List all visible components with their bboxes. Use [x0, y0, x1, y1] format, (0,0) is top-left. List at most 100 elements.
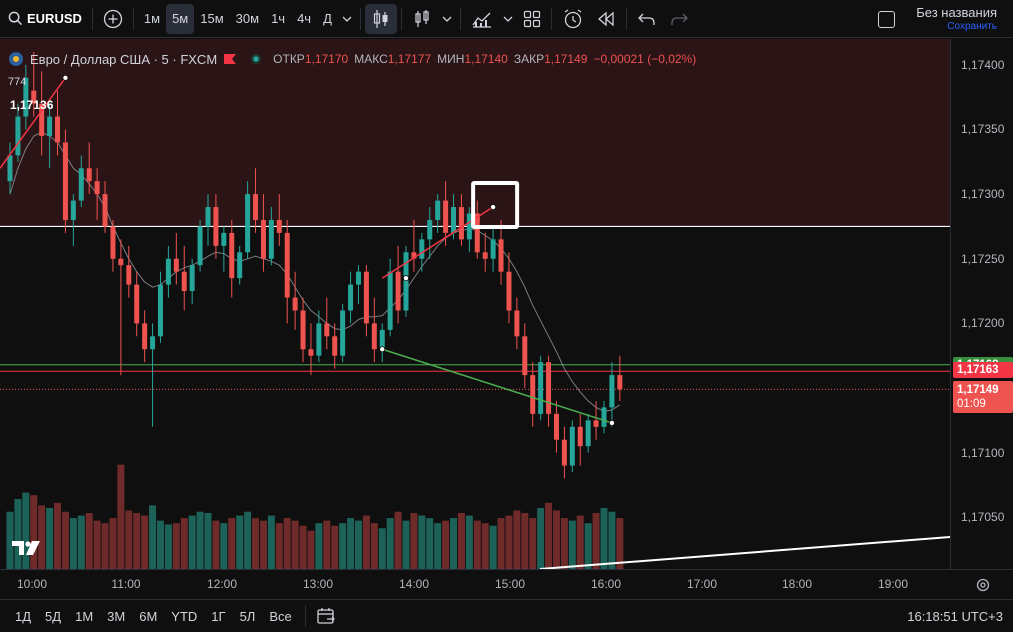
- interval-button[interactable]: 30м: [235, 11, 260, 26]
- candle-body: [530, 375, 536, 414]
- candle-body: [157, 284, 163, 337]
- range-button[interactable]: 1М: [75, 608, 94, 624]
- layout-title-block[interactable]: Без названия Сохранить: [916, 6, 997, 34]
- time-axis[interactable]: 10:00 11:00 12:00 13:00 14:00 15:00 16:00 17:00…: [0, 569, 1013, 599]
- date-range-button[interactable]: [310, 601, 342, 631]
- volume-bar: [180, 518, 188, 569]
- chart-style-dropdown-button[interactable]: [438, 4, 456, 34]
- low-label: МИН: [437, 52, 465, 66]
- interval-dropdown-button[interactable]: [338, 4, 356, 34]
- chart-style-button[interactable]: [406, 4, 438, 34]
- candle-body: [31, 90, 37, 104]
- interval-button[interactable]: 5м: [166, 3, 195, 34]
- compare-button[interactable]: [97, 4, 129, 34]
- market-status-icon: [251, 54, 262, 64]
- volume-bar: [252, 518, 260, 569]
- symbol-search-button[interactable]: EURUSD: [0, 4, 88, 34]
- interval-button[interactable]: 15м: [200, 11, 224, 26]
- price-axis-label: 1,17050: [961, 510, 1005, 525]
- chart-type-candles-button[interactable]: [364, 3, 397, 34]
- volume-bar: [592, 513, 600, 569]
- candle-body: [585, 420, 591, 447]
- range-group: 1Д 5Д 1М 3М 6М YTD 1Г 5Л Все: [8, 609, 299, 624]
- volume-bar: [259, 520, 267, 569]
- legend-instrument-name[interactable]: Евро / Доллар США · 5 · FXCM: [30, 51, 218, 67]
- volume-bar: [362, 515, 370, 569]
- bar-countdown: 01:09: [957, 398, 986, 411]
- volume-bar: [236, 515, 244, 569]
- indicators-dropdown-button[interactable]: [499, 4, 517, 34]
- range-button[interactable]: 3М: [107, 608, 126, 624]
- range-button[interactable]: 1Д: [15, 608, 32, 624]
- candle-body: [617, 375, 623, 390]
- range-button[interactable]: YTD: [171, 608, 198, 624]
- time-axis-label: 19:00: [877, 577, 909, 591]
- candle-body: [245, 194, 251, 253]
- save-layout-link[interactable]: Сохранить: [947, 21, 997, 32]
- candle-body: [94, 181, 100, 195]
- chevron-down-icon: [503, 16, 513, 22]
- candle-body: [165, 258, 171, 285]
- time-axis-label: 11:00: [111, 577, 141, 591]
- redo-icon: [671, 13, 688, 25]
- price-chart[interactable]: [0, 39, 950, 569]
- undo-icon: [637, 13, 655, 25]
- alert-button[interactable]: [556, 4, 590, 34]
- volume-bar: [125, 510, 133, 569]
- layout-select-checkbox[interactable]: [878, 11, 895, 28]
- candle-body: [427, 219, 433, 240]
- price-axis[interactable]: 1,17400 1,17350 1,17300 1,17250 1,17200 1,171…: [950, 39, 1013, 569]
- indicators-icon: [472, 12, 491, 28]
- candle-body: [284, 232, 290, 298]
- candle-body: [601, 407, 607, 427]
- candle-body: [173, 258, 179, 272]
- price-axis-label: 1,17400: [961, 57, 1005, 72]
- interval-button[interactable]: 1м: [143, 11, 161, 26]
- candle-body: [86, 168, 92, 182]
- volume-bar: [473, 520, 481, 569]
- volume-bar: [212, 520, 220, 569]
- chevron-down-icon: [442, 16, 452, 22]
- volume-bar: [600, 507, 608, 569]
- interval-button[interactable]: 1ч: [271, 11, 286, 26]
- indicators-button[interactable]: [465, 4, 499, 34]
- candle-body: [546, 362, 552, 414]
- volume-bar: [30, 495, 38, 569]
- volume-bar: [164, 524, 172, 569]
- volume-bar: [196, 511, 204, 569]
- volume-bar: [299, 525, 307, 569]
- range-button[interactable]: 5Л: [239, 608, 256, 624]
- interval-button[interactable]: 4ч: [297, 11, 312, 26]
- volume-bar: [38, 505, 46, 569]
- candle-body: [395, 271, 401, 311]
- candle-body: [70, 200, 76, 220]
- candle-body: [260, 219, 266, 259]
- volume-bar: [465, 515, 473, 569]
- green-trend-line: [382, 348, 613, 424]
- clock-timezone[interactable]: 16:18:51 UTC+3: [907, 609, 1003, 624]
- volume-bar: [283, 518, 291, 569]
- candle-body: [324, 323, 330, 337]
- chevron-down-icon: [342, 16, 352, 22]
- tradingview-logo-icon[interactable]: [12, 539, 44, 557]
- redo-button[interactable]: [663, 4, 695, 34]
- range-button[interactable]: 6М: [139, 608, 158, 624]
- volume-bar: [481, 523, 489, 569]
- undo-button[interactable]: [631, 4, 663, 34]
- range-button[interactable]: 5Д: [45, 608, 62, 624]
- last-price-tag: 1,17149 01:09: [953, 381, 1013, 414]
- chart-legend: Евро / Доллар США · 5 · FXCM ОТКР 1,17170…: [8, 50, 696, 68]
- range-button[interactable]: Все: [269, 608, 292, 624]
- volume-bar: [497, 518, 505, 569]
- interval-button[interactable]: Д: [323, 11, 332, 26]
- layout-button[interactable]: [517, 4, 547, 34]
- replay-button[interactable]: [590, 4, 622, 34]
- candle-body: [577, 426, 583, 447]
- red-price-tag: 1,17163: [953, 361, 1013, 378]
- volume-bar: [576, 515, 584, 569]
- settings-icon[interactable]: [975, 577, 991, 593]
- high-label: МАКС: [354, 52, 388, 66]
- volume-bar: [46, 507, 54, 569]
- range-button[interactable]: 1Г: [211, 608, 226, 624]
- candle-body: [387, 271, 393, 330]
